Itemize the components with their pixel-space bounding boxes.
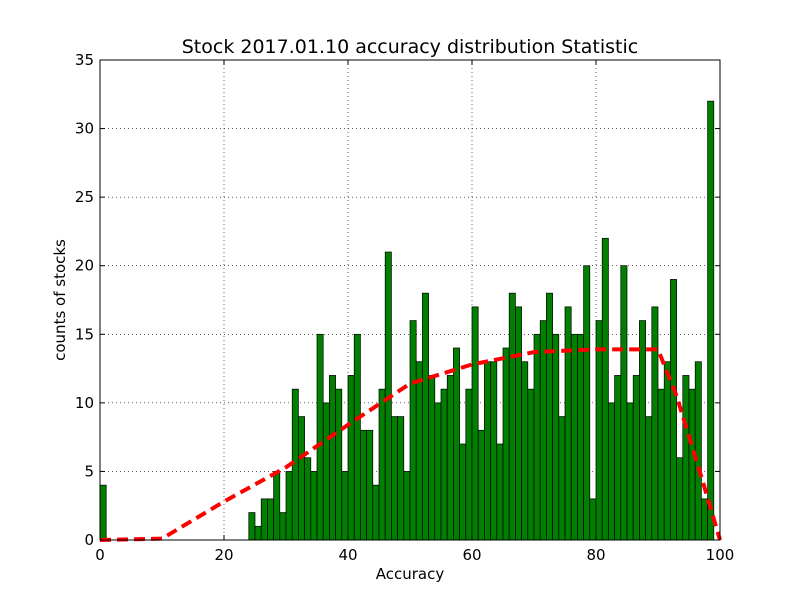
x-tick-label: 40 [338,546,357,564]
bar [360,429,367,541]
bar [316,333,324,541]
bar [583,265,591,541]
bar [589,498,597,541]
bar [285,471,293,541]
bar [391,416,398,541]
bar [601,237,609,541]
bar [434,402,442,541]
bar [304,457,312,541]
plot-frame [99,59,721,541]
bar [546,292,553,541]
bar [651,306,659,541]
bar [353,333,361,541]
bar [366,429,374,541]
bar [657,388,665,541]
y-axis-label: counts of stocks [51,239,69,361]
bar [688,388,696,541]
bar [471,306,479,541]
bar [335,388,343,541]
y-tick-label: 0 [84,531,94,549]
bar [533,333,541,541]
bar [701,498,708,541]
y-tick-label: 30 [75,120,94,138]
bar [508,292,516,541]
bar [453,347,460,541]
bar [694,361,702,541]
bar [595,320,603,541]
bar [552,333,560,541]
bar [477,429,485,541]
y-tick-label: 35 [75,51,94,69]
bar [428,375,436,541]
bar [570,333,578,541]
y-tick-label: 25 [75,188,94,206]
bar [459,443,467,541]
y-tick-label: 5 [84,462,94,480]
bar [422,292,429,541]
x-tick-label: 80 [586,546,605,564]
bar [322,402,330,541]
bar [527,388,535,541]
bar [632,375,640,541]
bar [329,375,336,541]
x-tick-label: 100 [706,546,735,564]
chart-title: Stock 2017.01.10 accuracy distribution S… [182,36,638,58]
bar [279,512,287,541]
bar [397,416,405,541]
bar [378,388,386,541]
x-tick-label: 60 [462,546,481,564]
bar [254,525,262,541]
bar [502,347,510,541]
bar [515,306,522,541]
y-tick-label: 20 [75,257,94,275]
bar [663,361,671,541]
bar [558,416,566,541]
bar [248,512,256,541]
bar [347,375,355,541]
bar [490,361,498,541]
bar [372,484,380,541]
bar [496,443,504,541]
bar [645,416,653,541]
bar [676,457,684,541]
bar [614,375,622,541]
bar [273,471,281,541]
bar [260,498,268,541]
bar [415,361,423,541]
bar [626,402,634,541]
bar [298,416,305,541]
bar [682,375,690,541]
bar [620,265,628,541]
y-tick-label: 10 [75,394,94,412]
x-tick-label: 0 [95,546,105,564]
bar [465,388,473,541]
x-tick-label: 20 [214,546,233,564]
bar [639,320,646,541]
bar [99,484,107,541]
y-tick-label: 15 [75,325,94,343]
bar [403,471,411,541]
bar [521,361,529,541]
bar [564,306,572,541]
bar [608,402,615,541]
bar [440,388,448,541]
bar [484,361,491,541]
bar [267,498,274,541]
bar [446,375,454,541]
bar [670,279,677,541]
x-axis-label: Accuracy [376,565,445,583]
bar [409,320,417,541]
bar [707,100,715,541]
bar [577,333,584,541]
ticks-layer: 0 20 40 60 80 100 0 5 10 15 20 25 30 35 [75,51,734,564]
bar [341,471,349,541]
bar [310,471,318,541]
